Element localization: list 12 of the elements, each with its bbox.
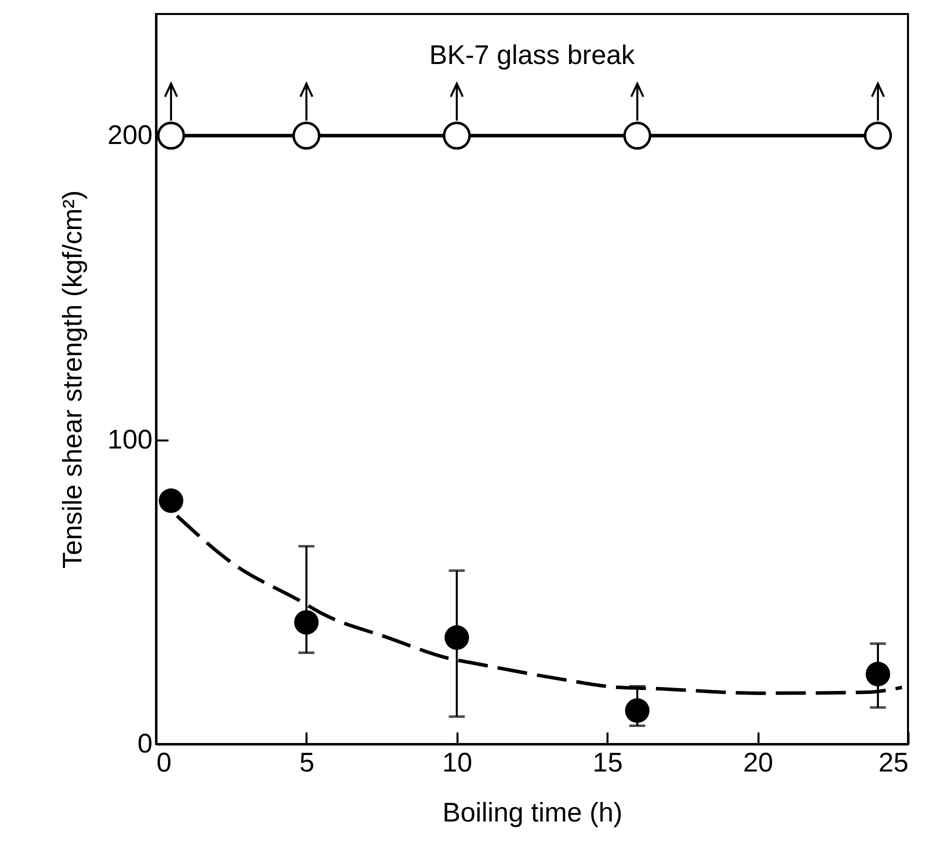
x-tick-label: 10 [442, 748, 472, 778]
y-tick-label: 0 [137, 728, 152, 758]
x-tick-label: 15 [592, 748, 623, 778]
x-tick-label: 25 [878, 748, 908, 778]
x-axis-title: Boiling time (h) [442, 798, 623, 828]
x-tick-label: 5 [299, 748, 314, 778]
y-tick-label: 100 [107, 424, 152, 454]
x-tick-label: 20 [743, 748, 774, 778]
y-tick-label: 200 [107, 120, 152, 150]
annotation: BK-7 glass break [429, 40, 636, 70]
y-axis-title: Tensile shear strength (kgf/cm²) [57, 190, 88, 569]
x-tick-label: 0 [156, 748, 172, 778]
